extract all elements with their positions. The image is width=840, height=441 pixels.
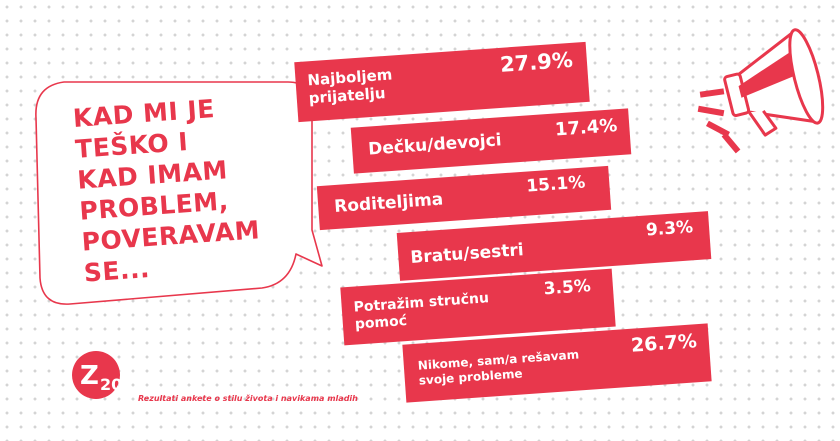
bar-label: Nikome, sam/a rešavam svoje probleme — [417, 347, 580, 388]
headline: KAD MI JE TEŠKO I KAD IMAM PROBLEM, POVE… — [72, 94, 261, 288]
megaphone-icon — [697, 28, 825, 154]
bar-value: 26.7% — [630, 330, 698, 357]
bar-value: 17.4% — [554, 115, 618, 141]
bar-label: Bratu/sestri — [409, 240, 525, 269]
bar-label: Najboljem prijatelju — [306, 65, 393, 108]
bar-value: 15.1% — [525, 172, 586, 197]
bar-najboljem-prijatelju: Najboljem prijatelju 27.9% — [294, 41, 590, 123]
bar-value: 27.9% — [499, 47, 574, 77]
bar-label: Roditeljima — [333, 189, 444, 218]
logo-z: Z — [80, 361, 99, 391]
footer-note: Rezultati ankete o stilu života i navika… — [138, 394, 358, 403]
bar-value: 3.5% — [543, 276, 592, 300]
bar-label: Potražim stručnu pomoć — [353, 290, 490, 333]
bar-decku-devojci: Dečku/devojci 17.4% — [350, 108, 632, 174]
bar-label: Dečku/devojci — [367, 130, 503, 160]
z20-logo-icon: Z 20 — [72, 351, 122, 399]
bar-bratu-sestri: Bratu/sestri 9.3% — [396, 211, 712, 281]
logo-number: 20 — [100, 375, 122, 394]
bar-value: 9.3% — [645, 217, 694, 241]
